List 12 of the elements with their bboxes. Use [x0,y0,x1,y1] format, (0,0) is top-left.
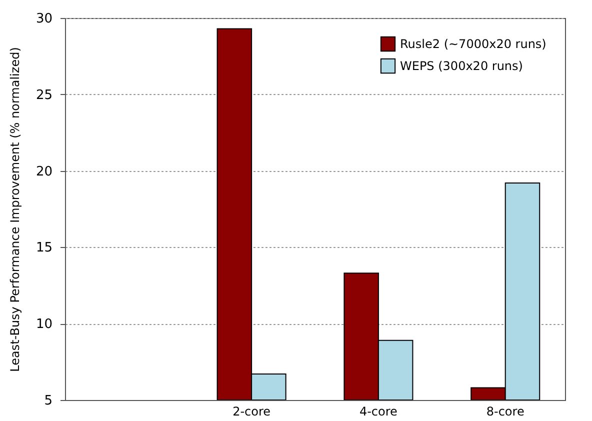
x-tick-label: 8-core [486,404,524,418]
y-tick-label: 10 [36,317,52,332]
legend-label: WEPS (300x20 runs) [400,59,523,73]
y-axis-title: Least-Busy Performance Improvement (% normalized) [8,47,22,372]
y-tick-label: 20 [36,164,52,180]
legend-label: Rusle2 (~7000x20 runs) [400,37,546,51]
y-tick-label: 25 [36,88,52,103]
y-tick-label: 15 [36,240,52,256]
y-tick-label: 5 [44,394,52,408]
y-tick-label: 30 [36,12,52,26]
x-tick-label: 4-core [359,404,398,418]
x-tick-label: 2-core [232,404,271,418]
